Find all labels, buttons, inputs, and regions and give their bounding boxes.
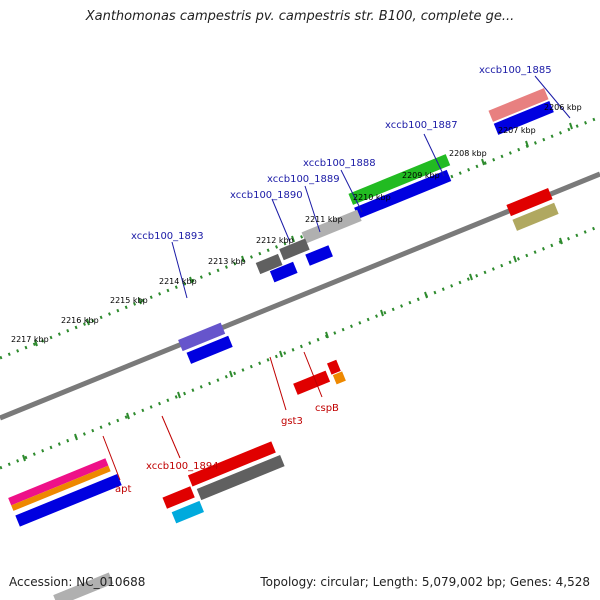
gene-pink-forward[interactable] [488,88,549,122]
gene-blue-forward-5[interactable] [493,101,554,135]
tick-label: 2215 kbp [110,296,148,305]
summary-text: Topology: circular; Length: 5,079,002 bp… [260,575,590,589]
tick-label: 2208 kbp [449,149,487,158]
tick-label: 2213 kbp [208,257,246,266]
gene-label[interactable]: xccb100_1894 [146,461,219,472]
genome-backbone [0,171,600,421]
gene-red-reverse-2[interactable] [293,370,331,395]
gene-blue-forward-2[interactable] [305,245,333,266]
gene-label[interactable]: xccb100_1889 [267,174,340,185]
gene-blue-forward-4[interactable] [186,335,233,364]
lower-tick-track [0,224,600,470]
tick-label: 2211 kbp [305,215,343,224]
gene-label[interactable]: xccb100_1887 [385,120,458,131]
gene-label[interactable]: xccb100_1885 [479,65,552,76]
gene-red-reverse-3[interactable] [326,359,341,375]
accession-text: Accession: NC_010688 [9,575,146,589]
tick-label: 2216 kbp [61,316,99,325]
gene-orange-reverse[interactable] [332,371,346,385]
tick-label: 2207 kbp [498,126,536,135]
gene-blue-forward-1[interactable] [354,169,452,219]
gene-red-reverse-1[interactable] [506,187,553,217]
map-title: Xanthomonas campestris pv. campestris st… [85,9,515,24]
gene-labels: xccb100_1885 xccb100_1887 xccb100_1888 x… [115,65,552,495]
tick-label: 2209 kbp [402,171,440,180]
gene-label[interactable]: gst3 [281,416,303,427]
gene-cyan-reverse[interactable] [171,500,204,524]
tick-label: 2214 kbp [159,277,197,286]
gene-red-reverse-4[interactable] [187,441,276,487]
gene-label[interactable]: xccb100_1888 [303,158,376,169]
tick-label: 2210 kbp [353,193,391,202]
gene-light-gray-reverse[interactable] [53,572,114,600]
gene-blue-forward-6[interactable] [15,473,122,527]
gene-label[interactable]: cspB [315,403,339,414]
gene-magenta-forward[interactable] [8,458,109,506]
gene-light-gray-forward[interactable] [301,209,362,244]
gene-label-leaders [102,75,571,481]
tick-label: 2212 kbp [256,236,294,245]
gene-blue-forward-3[interactable] [269,261,298,283]
gene-dark-gray-forward-2[interactable] [255,253,283,275]
gene-dark-gray-reverse[interactable] [196,455,285,501]
tick-label: 2217 kbp [11,335,49,344]
gene-orange-forward[interactable] [11,465,111,511]
gene-green-forward[interactable] [348,154,451,205]
gene-label[interactable]: xccb100_1893 [131,231,204,242]
gene-purple-forward[interactable] [178,322,226,352]
gene-label[interactable]: xccb100_1890 [230,190,303,201]
lower-major-ticks [22,237,563,462]
tick-labels: 2206 kbp 2207 kbp 2208 kbp 2209 kbp 2210… [11,103,582,344]
tick-label: 2206 kbp [544,103,582,112]
gene-olive-reverse[interactable] [512,202,559,231]
gene-dark-gray-forward-1[interactable] [279,238,310,261]
gene-red-reverse-5[interactable] [162,486,195,509]
gene-label[interactable]: apt [115,484,131,495]
